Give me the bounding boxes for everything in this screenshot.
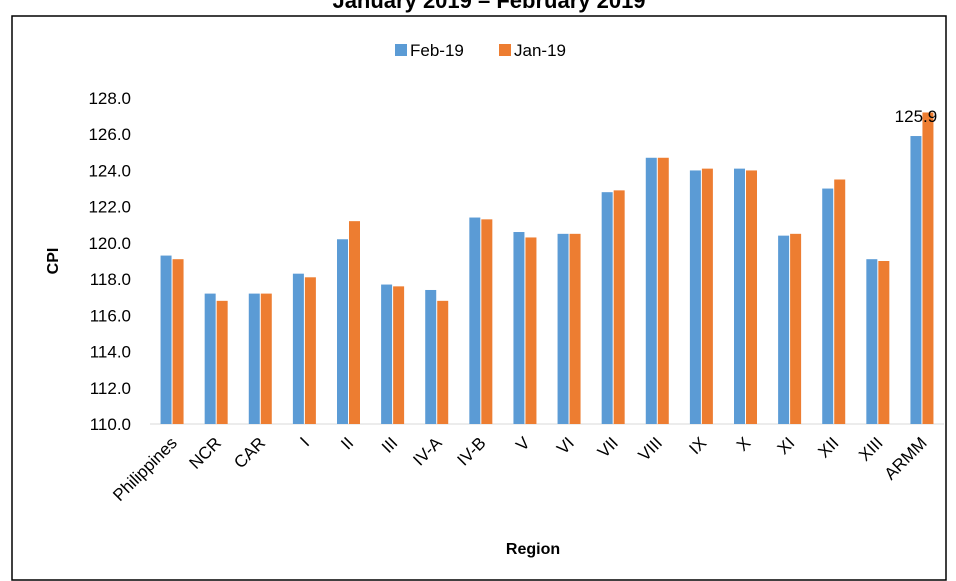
chart-title: January 2019 – February 2019 — [332, 0, 645, 13]
bar-feb-19-i — [292, 273, 304, 424]
bar-jan-19-iii — [393, 286, 405, 424]
bar-jan-19-ncr — [216, 300, 228, 424]
bar-feb-19-ii — [337, 239, 348, 424]
bar-feb-19-x — [734, 168, 745, 424]
bar-jan-19-car — [260, 293, 272, 424]
bar-jan-19-iv-b — [481, 219, 493, 424]
bar-feb-19-ix — [689, 170, 701, 424]
y-tick-110-0: 110.0 — [90, 415, 131, 434]
bar-jan-19-vi — [569, 233, 581, 424]
bar-jan-19-iv-a — [437, 300, 449, 424]
bar-feb-19-ncr — [204, 293, 216, 424]
bar-feb-19-vi — [557, 233, 569, 424]
y-tick-124-0: 124.0 — [88, 161, 131, 180]
bar-jan-19-philippines — [172, 259, 184, 424]
bar-feb-19-xi — [778, 235, 790, 424]
bar-jan-19-xi — [790, 233, 802, 424]
y-tick-114-0: 114.0 — [90, 343, 131, 362]
x-axis-label: Region — [506, 541, 560, 558]
bar-feb-19-viii — [645, 157, 657, 424]
y-tick-126-0: 126.0 — [88, 125, 131, 144]
data-labels: 125.9 — [895, 107, 938, 126]
y-tick-128-0: 128.0 — [88, 89, 131, 108]
y-tick-120-0: 120.0 — [88, 234, 131, 253]
y-tick-112-0: 112.0 — [90, 379, 131, 398]
bar-jan-19-ii — [349, 221, 360, 424]
bar-feb-19-xii — [822, 188, 834, 424]
bars — [160, 112, 934, 425]
bar-jan-19-i — [304, 277, 316, 424]
y-axis-label: CPI — [45, 248, 62, 275]
legend-label-jan-19: Jan-19 — [514, 41, 566, 60]
bar-feb-19-car — [248, 293, 260, 424]
bar-feb-19-xiii — [866, 259, 878, 424]
legend: Feb-19 Jan-19 — [395, 41, 566, 60]
bar-feb-19-philippines — [160, 255, 172, 424]
legend-swatch-jan-19 — [499, 44, 511, 56]
bar-jan-19-viii — [657, 157, 669, 424]
legend-label-feb-19: Feb-19 — [410, 41, 464, 60]
bar-jan-19-x — [746, 170, 757, 424]
bar-jan-19-v — [525, 237, 537, 424]
bar-feb-19-iv-a — [425, 289, 437, 424]
y-tick-116-0: 116.0 — [90, 306, 131, 325]
bar-jan-19-ix — [701, 168, 713, 424]
data-label-feb-19-armm: 125.9 — [895, 107, 938, 126]
legend-swatch-feb-19 — [395, 44, 407, 56]
y-tick-122-0: 122.0 — [88, 198, 131, 217]
bar-feb-19-iii — [381, 284, 393, 424]
y-axis-ticks: 110.0 112.0 114.0 116.0 118.0 120.0 122.0 124.0… — [88, 89, 131, 434]
bar-feb-19-vii — [601, 192, 613, 424]
bar-jan-19-xiii — [878, 261, 890, 424]
bar-feb-19-armm — [910, 136, 922, 425]
y-tick-118-0: 118.0 — [90, 270, 131, 289]
bar-jan-19-armm — [922, 112, 934, 424]
bar-feb-19-iv-b — [469, 217, 481, 424]
bar-jan-19-vii — [613, 190, 625, 424]
bar-jan-19-xii — [834, 179, 846, 424]
bar-feb-19-v — [513, 232, 525, 424]
